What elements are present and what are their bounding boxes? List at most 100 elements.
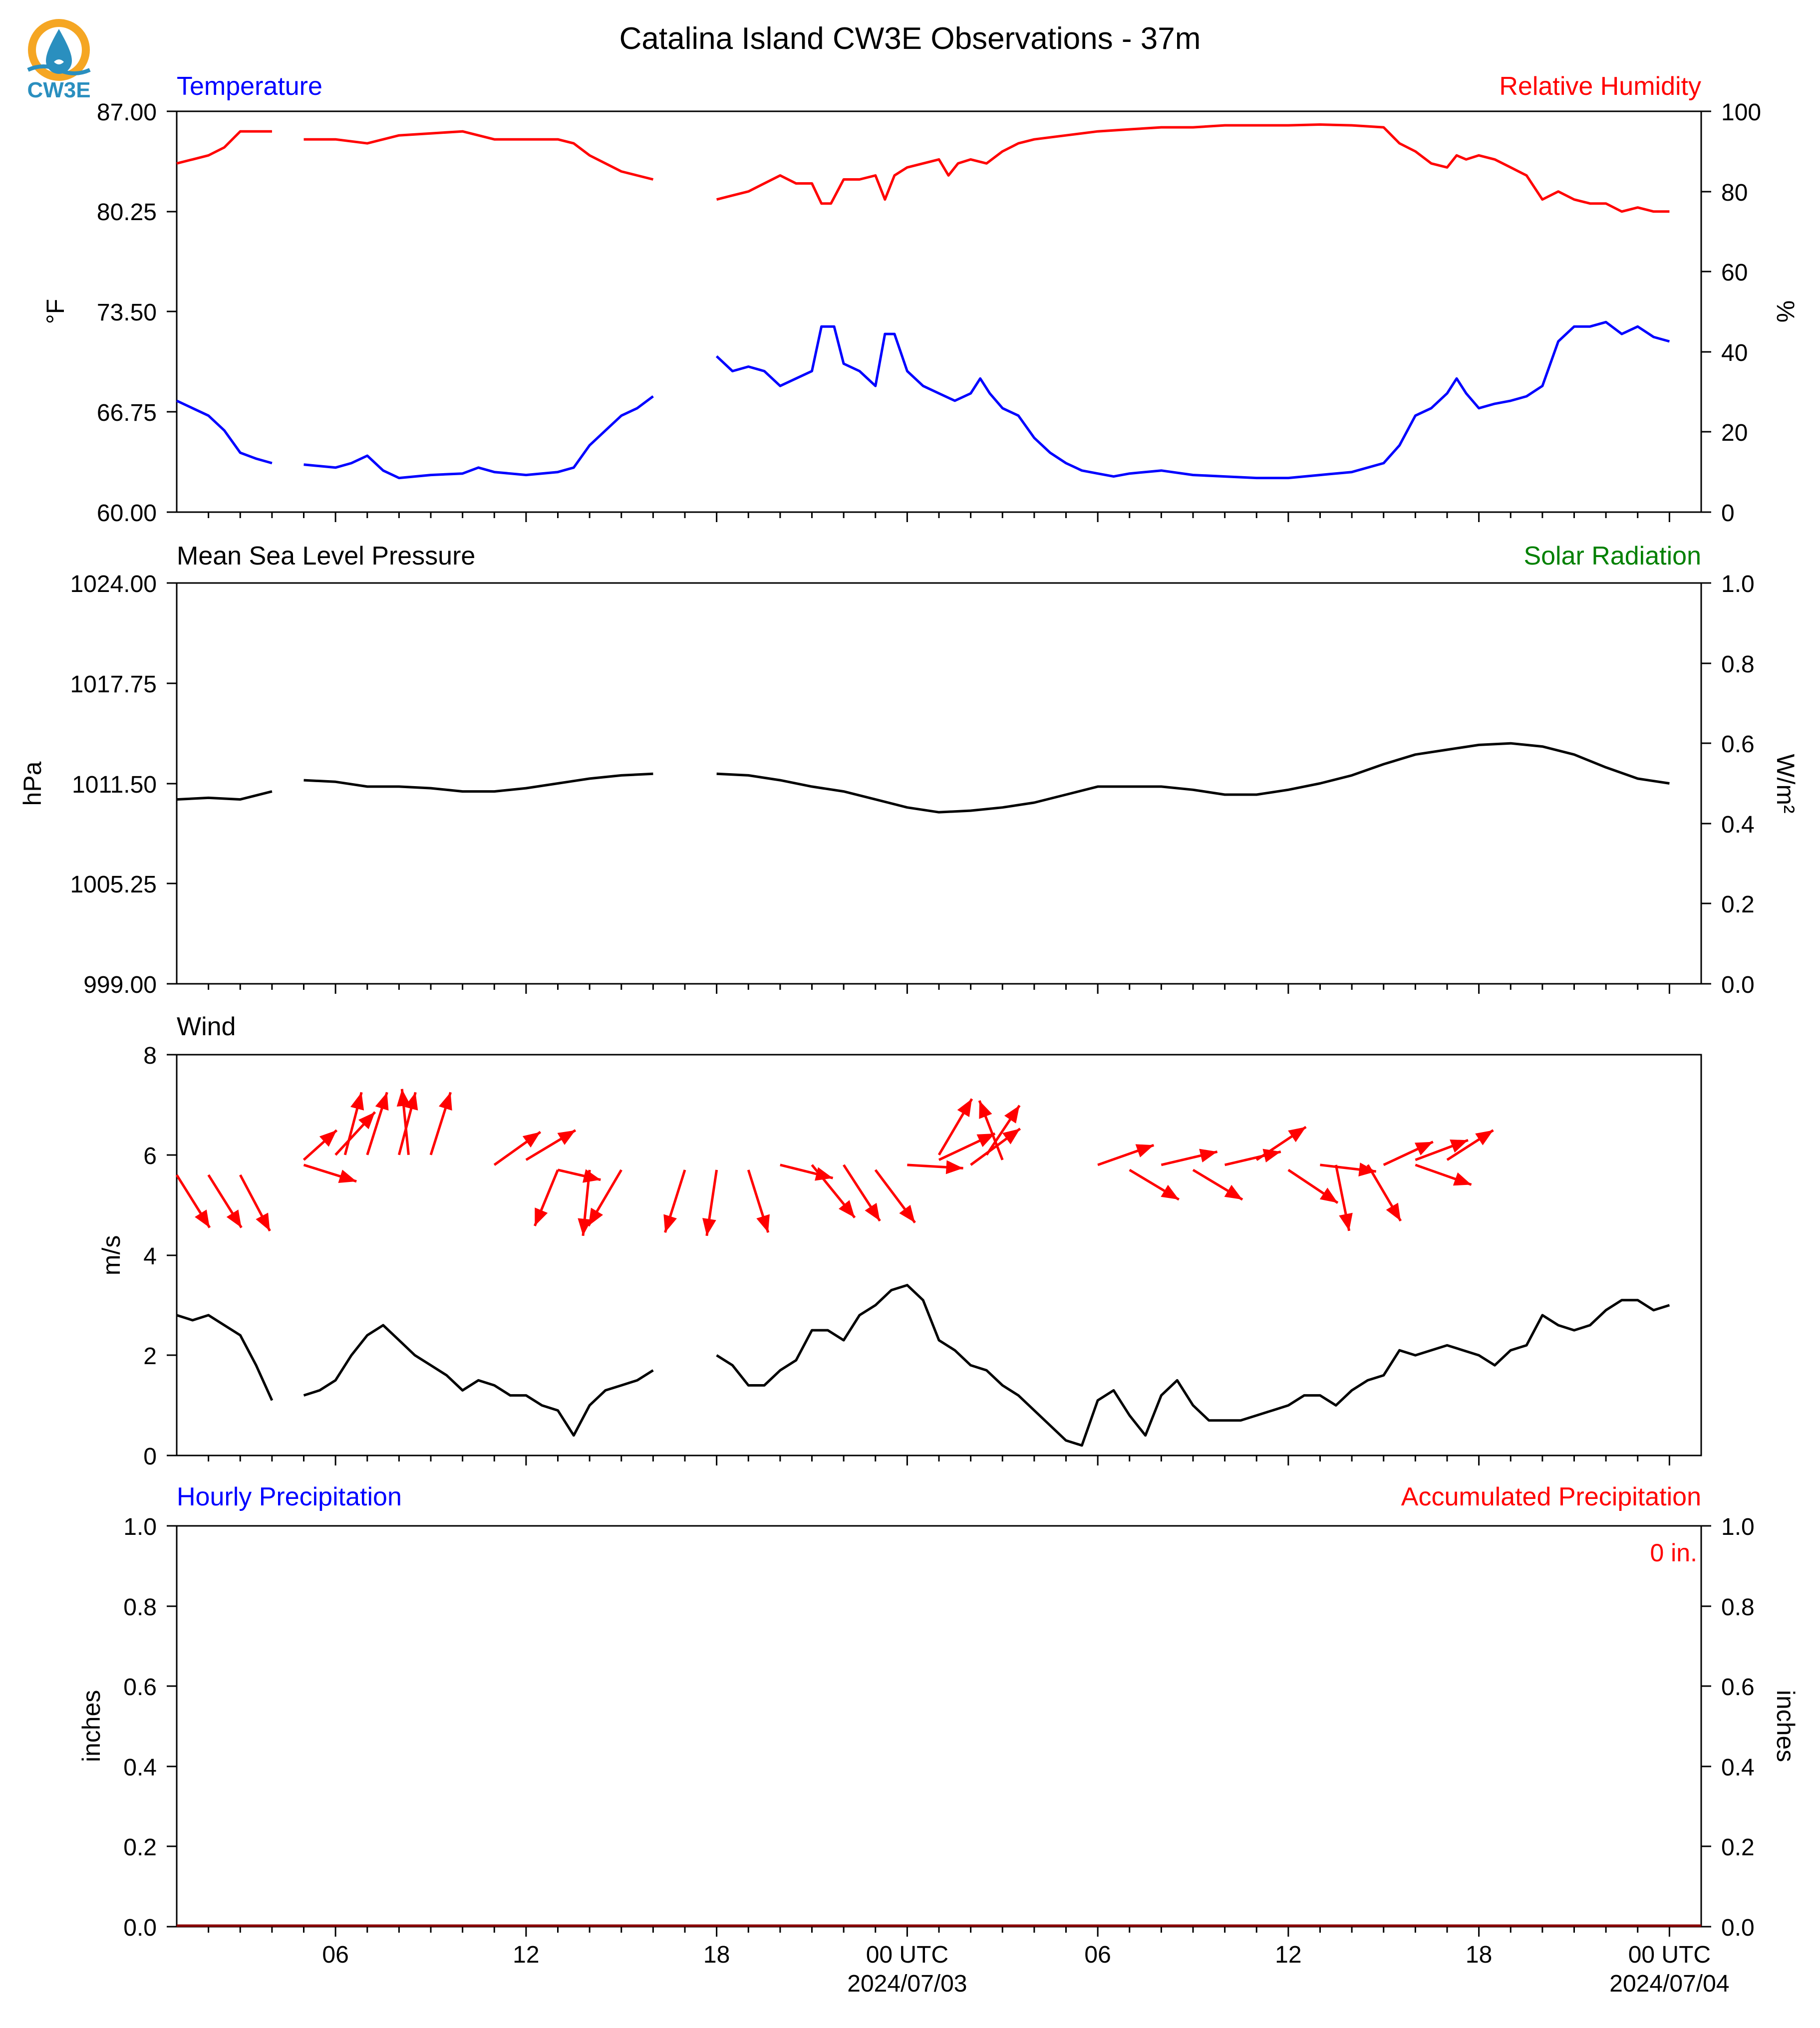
wind-unit-label: m/s [97, 1235, 125, 1276]
wind-arrow [907, 1160, 963, 1174]
precip-right-tick-02: 0.2 [1721, 1834, 1755, 1861]
temp-tick-87: 87.00 [97, 99, 157, 126]
temp-tick-80: 80.25 [97, 199, 157, 226]
solar-tick-1: 1.0 [1721, 571, 1755, 597]
wind-arrow [1415, 1139, 1469, 1161]
precip-right-tick-0: 0.0 [1721, 1915, 1755, 1941]
temp-rh-plot-area [176, 110, 1702, 513]
humidity-line [303, 130, 654, 181]
wind-arrow [366, 1092, 389, 1156]
temp-left-ticks: 87.00 80.25 73.50 66.75 60.00 [97, 99, 177, 527]
temperature-line [715, 320, 1670, 480]
precip-right-tick-04: 0.4 [1721, 1754, 1755, 1781]
humidity-line [176, 130, 272, 165]
wind-label: Wind [177, 1012, 236, 1041]
pressure-tick-1005: 1005.25 [70, 871, 157, 898]
x-tick-date: 2024/07/03 [847, 1971, 967, 1997]
temp-rh-x-ticks [208, 512, 1670, 522]
wind-arrow [493, 1131, 542, 1166]
wind-arrow [1320, 1162, 1376, 1176]
wind-tick-8: 8 [143, 1043, 157, 1069]
precip-right-tick-08: 0.8 [1721, 1594, 1755, 1621]
temperature-line [303, 395, 654, 480]
temp-tick-73: 73.50 [97, 299, 157, 326]
wind-arrow [343, 1092, 364, 1156]
pressure-plot-area [176, 582, 1702, 985]
wind-arrow [207, 1174, 243, 1228]
wind-arrow [303, 1129, 338, 1161]
wind-arrow [843, 1164, 881, 1222]
wind-x-ticks [208, 1455, 1670, 1465]
wind-arrow [985, 1105, 1021, 1156]
wind-arrow [525, 1129, 577, 1161]
wind-tick-2: 2 [143, 1343, 157, 1370]
precip-left-tick-0: 0.0 [123, 1915, 157, 1941]
wind-speed-line [303, 1324, 654, 1437]
x-tick-label: 12 [1275, 1942, 1301, 1968]
pressure-series [176, 742, 1670, 814]
wind-arrow [937, 1098, 973, 1156]
x-tick-date: 2024/07/04 [1609, 1971, 1729, 1997]
solar-tick-0: 0.0 [1721, 972, 1755, 998]
wind-tick-4: 4 [143, 1243, 157, 1270]
wind-arrow [938, 1132, 996, 1161]
solar-unit-label: W/m² [1772, 754, 1800, 813]
wind-arrow [780, 1163, 834, 1181]
panel-pressure-solar: Mean Sea Level Pressure Solar Radiation … [18, 542, 1800, 998]
x-tick-label: 18 [703, 1942, 730, 1968]
hourly-precip-label: Hourly Precipitation [177, 1482, 402, 1511]
rh-tick-0: 0 [1721, 500, 1735, 527]
wind-arrow [587, 1169, 622, 1227]
panel-wind: Wind 8 6 4 2 0 m/s [97, 1012, 1702, 1470]
precip-left-tick-1: 1.0 [123, 1514, 157, 1540]
wind-arrow [1192, 1168, 1243, 1201]
solar-label: Solar Radiation [1523, 542, 1701, 571]
precip-left-tick-02: 0.2 [123, 1834, 157, 1861]
wind-arrow [334, 1111, 376, 1156]
precip-x-ticks: 06 12 18 00 UTC 2024/07/03 06 12 18 00 UTC 2024/0… [208, 1927, 1729, 1997]
rh-tick-80: 80 [1721, 180, 1748, 206]
solar-tick-04: 0.4 [1721, 812, 1755, 838]
cw3e-logo-text: CW3E [27, 78, 90, 102]
pressure-line [176, 790, 273, 801]
wind-arrow [1129, 1168, 1180, 1201]
rh-right-ticks: 100 80 60 40 20 0 [1701, 99, 1761, 527]
pressure-tick-1024: 1024.00 [70, 571, 157, 597]
pressure-line [303, 772, 653, 793]
pressure-line [716, 742, 1670, 814]
temperature-line [176, 399, 273, 465]
solar-right-ticks: 1.0 0.8 0.6 0.4 0.2 0.0 [1701, 571, 1755, 998]
precip-left-tick-06: 0.6 [123, 1674, 157, 1701]
pressure-x-ticks [208, 984, 1670, 994]
wind-series [176, 1284, 1670, 1447]
wind-arrow [663, 1169, 686, 1233]
wind-arrow [1366, 1164, 1402, 1222]
precip-right-ticks: 1.0 0.8 0.6 0.4 0.2 0.0 [1701, 1514, 1755, 1941]
wind-arrow [874, 1169, 916, 1223]
wind-arrow [303, 1163, 357, 1183]
wind-arrow [970, 1128, 1021, 1166]
pressure-tick-1017: 1017.75 [70, 671, 157, 698]
wind-arrow [533, 1169, 559, 1227]
wind-arrow [1383, 1141, 1434, 1166]
wind-arrow [175, 1174, 211, 1228]
accum-precip-label: Accumulated Precipitation [1401, 1482, 1701, 1511]
pressure-left-ticks: 1024.00 1017.75 1011.50 1005.25 999.00 [70, 571, 177, 998]
temp-tick-66: 66.75 [97, 400, 157, 426]
precip-left-ticks: 1.0 0.8 0.6 0.4 0.2 0.0 [123, 1514, 177, 1941]
rh-tick-20: 20 [1721, 420, 1748, 446]
cw3e-logo: CW3E [27, 19, 91, 102]
precip-right-unit: inches [1772, 1690, 1800, 1762]
solar-tick-06: 0.6 [1721, 731, 1755, 758]
wind-arrow [978, 1100, 1004, 1160]
rh-tick-60: 60 [1721, 260, 1748, 286]
rh-tick-40: 40 [1721, 340, 1748, 366]
pressure-label: Mean Sea Level Pressure [177, 542, 475, 571]
wind-speed-line [176, 1314, 274, 1401]
x-tick-label: 12 [513, 1942, 539, 1968]
precip-right-tick-1: 1.0 [1721, 1514, 1755, 1540]
precip-right-tick-06: 0.6 [1721, 1674, 1755, 1701]
wind-arrow [1415, 1163, 1472, 1186]
precip-plot-area [176, 1525, 1702, 1928]
